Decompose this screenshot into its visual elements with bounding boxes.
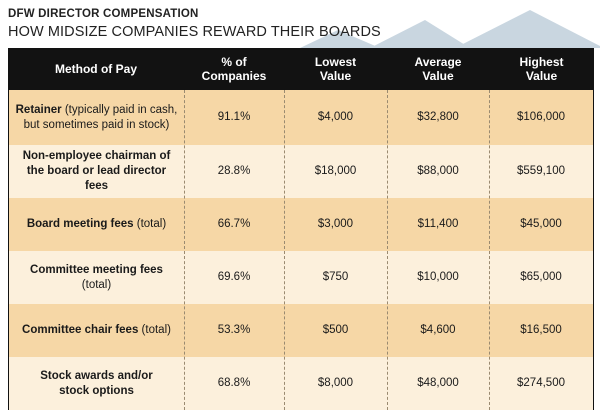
column-header-lowest: Lowest Value <box>314 55 357 83</box>
average-value-cell: $88,000 <box>417 165 459 177</box>
mountain-shape <box>300 30 380 48</box>
mountain-shape <box>455 10 600 48</box>
average-value-cell: $10,000 <box>417 271 459 283</box>
column-header-method: Method of Pay <box>54 62 137 76</box>
method-cell: Retainer (typically paid in cash, but som… <box>15 103 178 131</box>
table-row: Retainer (typically paid in cash, but som… <box>9 90 593 145</box>
percent-cell: 91.1% <box>217 111 251 123</box>
column-header-highest: Highest Value <box>519 55 564 83</box>
table-row: Board meeting fees (total) 66.7% $3,000 … <box>9 198 593 251</box>
percent-cell: 53.3% <box>217 324 251 336</box>
lowest-value-cell: $500 <box>322 324 349 336</box>
mountain-skyline-graphic <box>300 10 600 48</box>
percent-cell: 66.7% <box>217 218 251 230</box>
average-value-cell: $48,000 <box>417 377 459 389</box>
highest-value-cell: $106,000 <box>517 111 565 123</box>
lowest-value-cell: $3,000 <box>317 218 354 230</box>
mountain-shape <box>370 20 470 48</box>
column-header-percent: % of Companies <box>201 55 267 83</box>
highest-value-cell: $559,100 <box>517 165 565 177</box>
lowest-value-cell: $8,000 <box>317 377 354 389</box>
highest-value-cell: $65,000 <box>520 271 562 283</box>
method-cell: Committee meeting fees (total) <box>30 263 163 291</box>
average-value-cell: $4,600 <box>420 324 456 336</box>
table-row: Committee meeting fees (total) 69.6% $75… <box>9 251 593 304</box>
column-header-average: Average Value <box>414 55 462 83</box>
highest-value-cell: $274,500 <box>517 377 565 389</box>
highest-value-cell: $45,000 <box>520 218 562 230</box>
percent-cell: 69.6% <box>217 271 251 283</box>
lowest-value-cell: $18,000 <box>314 165 357 177</box>
average-value-cell: $32,800 <box>417 111 459 123</box>
percent-cell: 28.8% <box>217 165 251 177</box>
method-cell: Board meeting fees (total) <box>26 218 167 230</box>
method-cell: Stock awards and/or stock options <box>40 369 153 397</box>
table-row: Stock awards and/or stock options 68.8% $… <box>9 357 593 410</box>
column-divider <box>184 90 185 410</box>
average-value-cell: $11,400 <box>417 218 459 230</box>
compensation-table: Method of Pay % of Companies Lowest Value … <box>8 48 594 410</box>
column-divider <box>284 90 285 410</box>
method-cell: Committee chair fees (total) <box>22 324 171 336</box>
column-divider <box>489 90 490 410</box>
table-body: Retainer (typically paid in cash, but som… <box>9 90 593 410</box>
lowest-value-cell: $4,000 <box>317 111 354 123</box>
table-row: Committee chair fees (total) 53.3% $500 … <box>9 304 593 357</box>
highest-value-cell: $16,500 <box>520 324 562 336</box>
percent-cell: 68.8% <box>217 377 251 389</box>
column-divider <box>387 90 388 410</box>
table-header-row: Method of Pay % of Companies Lowest Value … <box>8 48 594 90</box>
page-title: HOW MIDSIZE COMPANIES REWARD THEIR BOARD… <box>8 24 381 40</box>
page-kicker: DFW DIRECTOR COMPENSATION <box>8 8 199 20</box>
lowest-value-cell: $750 <box>322 271 349 283</box>
method-cell: Non-employee chairman of the board or lea… <box>22 150 171 192</box>
table-row: Non-employee chairman of the board or lea… <box>9 145 593 198</box>
